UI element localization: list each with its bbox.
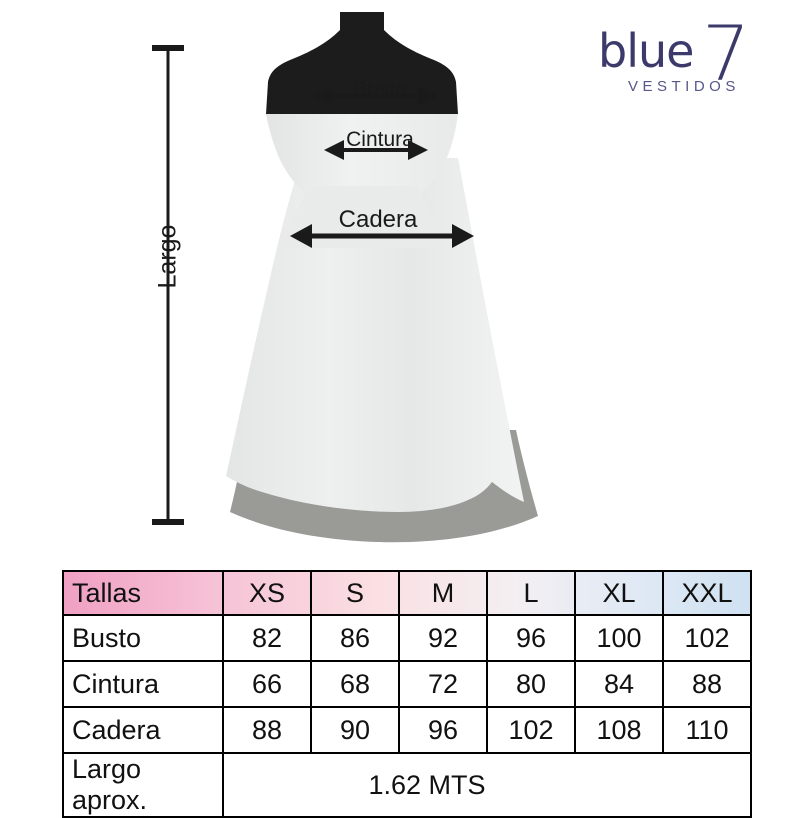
cintura-s: 68 (310, 660, 400, 708)
header-cell-xl: XL (574, 570, 664, 616)
busto-xl: 100 (574, 614, 664, 662)
mannequin-shoulders (266, 30, 458, 114)
busto-s: 86 (310, 614, 400, 662)
header-cell-sizes: Tallas (62, 570, 224, 616)
brand-numeral: 7 (702, 9, 751, 98)
dress-bodice (266, 114, 458, 196)
length-measure-line: Largo (130, 30, 220, 540)
cintura-xl: 84 (574, 660, 664, 708)
row-label-cintura: Cintura (62, 660, 224, 708)
table-row: Busto 82 86 92 96 100 102 (62, 614, 752, 662)
busto-xs: 82 (222, 614, 312, 662)
bust-label: Busto (353, 78, 407, 101)
table-row-length: Largo aprox. 1.62 MTS (62, 752, 752, 818)
header-cell-xs: XS (222, 570, 312, 616)
row-label-largo-aprox: Largo aprox. (62, 752, 224, 818)
cadera-xxl: 110 (662, 706, 752, 754)
cintura-l: 80 (486, 660, 576, 708)
brand-name: blue (598, 24, 694, 78)
header-cell-xxl: XXL (662, 570, 752, 616)
dress-illustration (150, 10, 630, 560)
cintura-xxl: 88 (662, 660, 752, 708)
header-cell-s: S (310, 570, 400, 616)
brand-logo: blue 7 VESTIDOS (598, 14, 778, 100)
table-row: Cintura 66 68 72 80 84 88 (62, 660, 752, 708)
cadera-xs: 88 (222, 706, 312, 754)
hip-label: Cadera (338, 206, 418, 233)
dress-waist-blend (280, 186, 446, 248)
waist-label: Cintura (346, 128, 414, 151)
busto-m: 92 (398, 614, 488, 662)
cadera-s: 90 (310, 706, 400, 754)
size-chart-header: Tallas XS S M L XL XXL (62, 570, 752, 616)
cadera-l: 102 (486, 706, 576, 754)
row-label-cadera: Cadera (62, 706, 224, 754)
bust-arrow (312, 86, 438, 106)
cintura-xs: 66 (222, 660, 312, 708)
largo-aprox-value: 1.62 MTS (222, 752, 752, 818)
busto-xxl: 102 (662, 614, 752, 662)
size-chart-body: Busto 82 86 92 96 100 102 Cintura 66 68 … (62, 614, 752, 818)
busto-l: 96 (486, 614, 576, 662)
row-label-busto: Busto (62, 614, 224, 662)
table-row: Cadera 88 90 96 102 108 110 (62, 706, 752, 754)
size-chart-table: Tallas XS S M L XL XXL Busto 82 86 92 96… (62, 570, 752, 818)
cadera-xl: 108 (574, 706, 664, 754)
cadera-m: 96 (398, 706, 488, 754)
hip-arrow (290, 224, 474, 248)
waist-arrow (324, 140, 428, 160)
table-header-row: Tallas XS S M L XL XXL (62, 570, 752, 616)
header-cell-m: M (398, 570, 488, 616)
dress-graphic (226, 12, 538, 543)
brand-tagline: VESTIDOS (628, 78, 740, 95)
header-cell-l: L (486, 570, 576, 616)
length-line-graphic (152, 45, 184, 525)
cintura-m: 72 (398, 660, 488, 708)
